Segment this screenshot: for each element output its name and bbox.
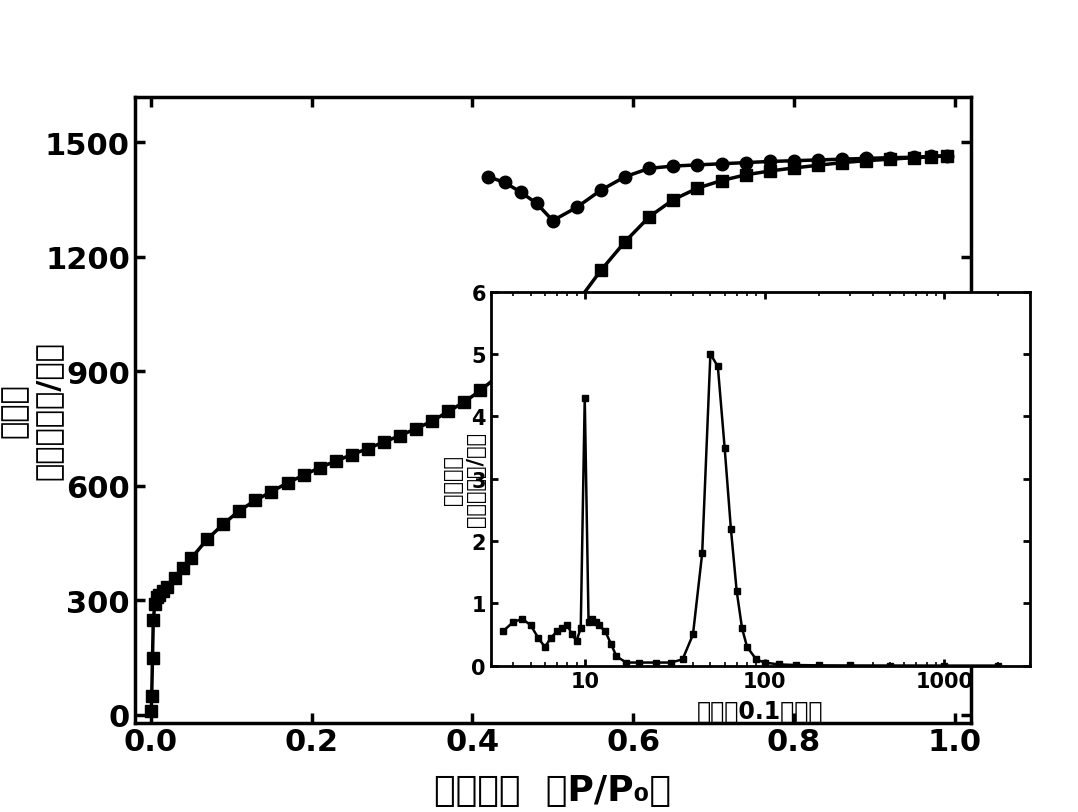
X-axis label: 相对压力  （P/P₀）: 相对压力 （P/P₀） bbox=[434, 773, 671, 807]
X-axis label: 孔径（0.1纳米）: 孔径（0.1纳米） bbox=[696, 699, 824, 723]
Y-axis label: 积分孔容
（立方厘米/克）: 积分孔容 （立方厘米/克） bbox=[442, 431, 486, 527]
Y-axis label: 吸附量
（立方厘米/克）: 吸附量 （立方厘米/克） bbox=[0, 341, 63, 479]
